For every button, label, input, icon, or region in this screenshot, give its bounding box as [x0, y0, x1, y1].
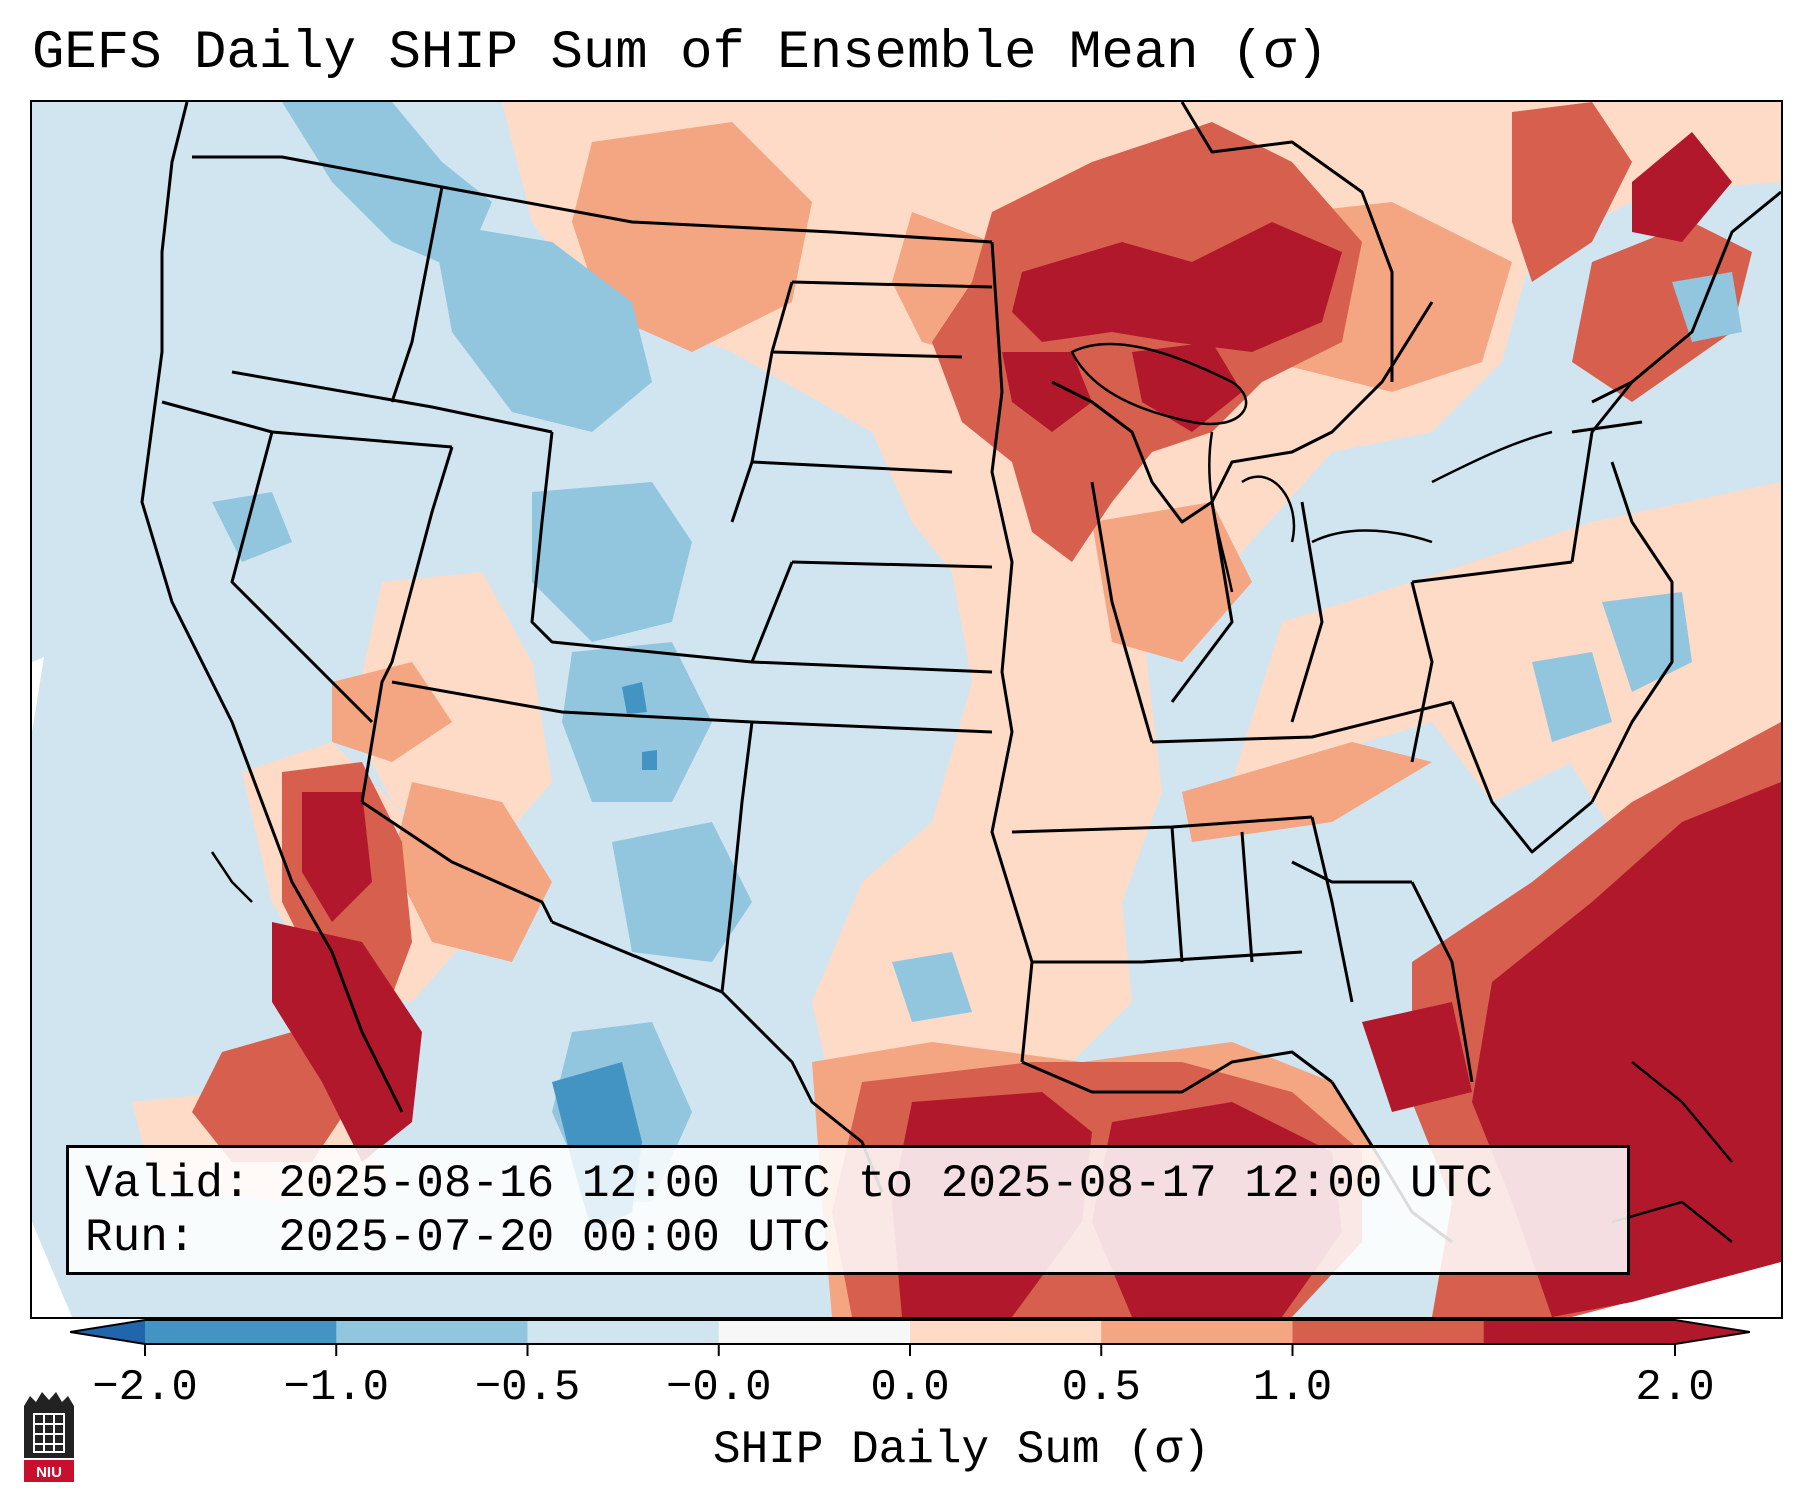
colorbar-ticks [144, 1344, 1676, 1356]
colorbar-segment [1101, 1320, 1293, 1344]
colorbar-tick-label: −2.0 [92, 1363, 198, 1413]
run-label: Run: 2025-07-20 00:00 UTC [85, 1212, 831, 1264]
colorbar-tick-label: −1.0 [283, 1363, 390, 1413]
projection-edge-west [32, 657, 44, 732]
colorbar-segments [70, 1320, 1750, 1344]
colorbar-segment [145, 1320, 337, 1344]
colorbar-tick-label: −0.5 [474, 1363, 581, 1413]
colorbar-tick-label: 1.0 [1252, 1363, 1333, 1413]
valid-label: Valid: 2025-08-16 12:00 UTC to 2025-08-1… [85, 1158, 1493, 1210]
colorbar-segment [1292, 1320, 1485, 1344]
valid-time-box: Valid: 2025-08-16 12:00 UTC to 2025-08-1… [66, 1145, 1630, 1275]
colorbar-outline [70, 1319, 1750, 1345]
colorbar-segment [1483, 1320, 1676, 1344]
colorbar-segment [527, 1320, 720, 1344]
colorbar-under-arrow [70, 1320, 145, 1344]
niu-logo: NIU [24, 1392, 74, 1482]
colorbar-tick-label: 0.0 [870, 1363, 950, 1413]
map-canvas [32, 102, 1781, 1317]
logo-text: NIU [36, 1464, 62, 1481]
chart-title: GEFS Daily SHIP Sum of Ensemble Mean (σ) [32, 23, 1329, 84]
map-panel [30, 100, 1783, 1319]
projection-edge-southwest [32, 1222, 72, 1317]
colorbar-tick-label: −0.0 [665, 1363, 772, 1413]
colorbar-title: SHIP Daily Sum (σ) [713, 1424, 1210, 1476]
colorbar-segment [718, 1320, 911, 1344]
colorbar-segment [910, 1320, 1102, 1344]
colorbar-over-arrow [1675, 1320, 1750, 1344]
coastlines [210, 342, 1733, 1243]
colorbar-segment [336, 1320, 528, 1344]
colorbar-tick-label: 0.5 [1061, 1363, 1141, 1413]
colorbar [70, 1319, 1750, 1356]
colorbar-tick-label: 2.0 [1635, 1363, 1715, 1413]
